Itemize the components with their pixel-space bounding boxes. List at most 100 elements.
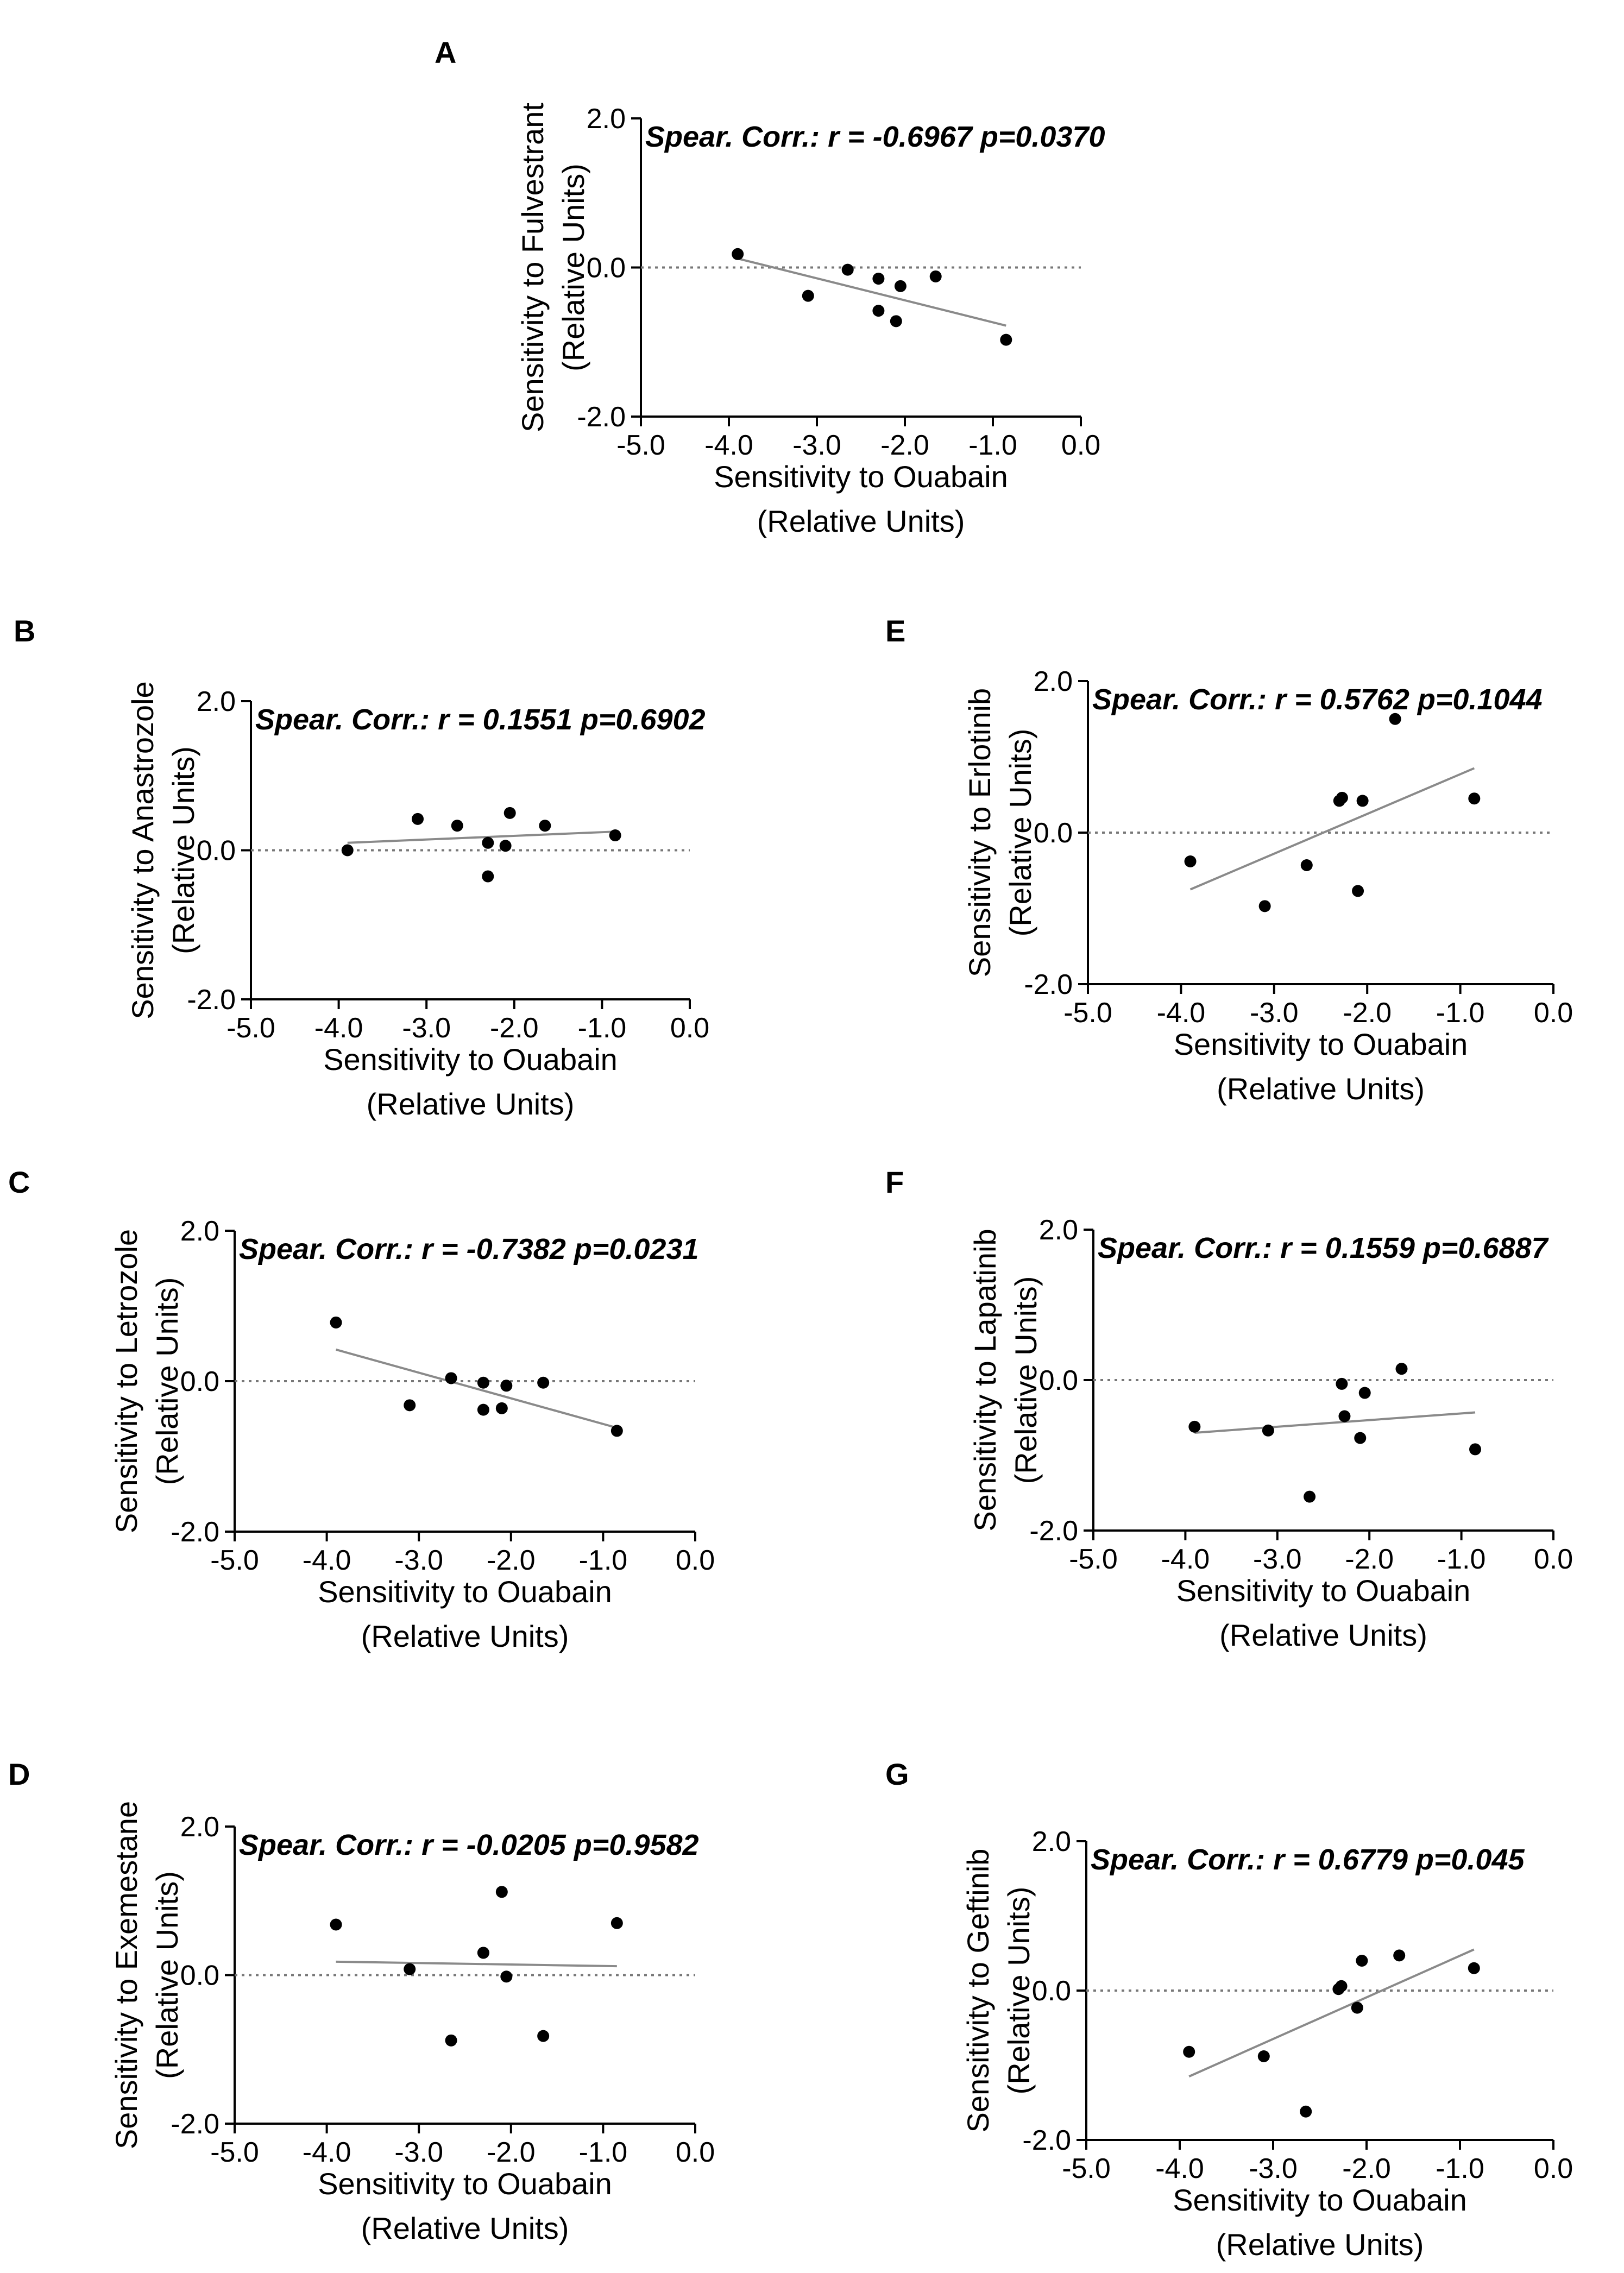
- panel-d: D -5.0 -4.0 -3.0 -2.0 -1.0 0.0 2.0 0.0 -2.0 Spear.…: [8, 1757, 715, 2245]
- data-point: [610, 1917, 623, 1929]
- x-tick-label: -4.0: [303, 1545, 351, 1576]
- y-tick-label: 0.0: [1039, 1365, 1078, 1396]
- regression-line: [737, 257, 1006, 327]
- y-axis-units: (Relative Units): [1003, 729, 1037, 937]
- data-point: [341, 844, 354, 857]
- x-tick-label: -1.0: [1437, 1544, 1486, 1575]
- x-tick-label: 0.0: [676, 2137, 715, 2168]
- y-tick-label: -2.0: [1024, 969, 1073, 1000]
- y-tick-label: -2.0: [187, 984, 236, 1016]
- x-tick-label: -3.0: [1250, 997, 1299, 1029]
- y-tick-label: 2.0: [197, 686, 236, 717]
- data-point: [1469, 1443, 1482, 1456]
- data-point: [1300, 859, 1313, 871]
- data-point: [894, 280, 907, 292]
- x-axis-units: (Relative Units): [361, 2211, 569, 2245]
- data-point: [477, 1947, 489, 1959]
- y-axis-units: (Relative Units): [1002, 1887, 1036, 2095]
- data-point: [1389, 713, 1401, 725]
- regression-line: [1189, 767, 1475, 891]
- x-tick-label: -2.0: [1345, 1544, 1394, 1575]
- data-point: [445, 2034, 457, 2047]
- y-tick-label: 0.0: [1032, 1975, 1071, 2007]
- x-tick-label: 0.0: [670, 1012, 709, 1044]
- correlation-annotation: Spear. Corr.: r = 0.5762 p=0.1044: [1092, 683, 1543, 716]
- x-tick-label: -4.0: [704, 430, 753, 461]
- data-point: [1000, 333, 1012, 346]
- x-tick-label: -5.0: [616, 430, 665, 461]
- data-point: [404, 1963, 416, 1975]
- y-axis-units: (Relative Units): [150, 1871, 184, 2079]
- data-point: [841, 263, 854, 276]
- data-point: [1304, 1490, 1316, 1503]
- x-tick-label: -2.0: [1342, 2153, 1391, 2184]
- y-tick-label: 0.0: [197, 835, 236, 867]
- correlation-annotation: Spear. Corr.: r = 0.1551 p=0.6902: [255, 703, 706, 736]
- data-point: [445, 1372, 457, 1384]
- data-point: [1258, 900, 1271, 912]
- y-tick-label: 2.0: [587, 103, 626, 135]
- data-point: [610, 1425, 623, 1437]
- x-axis-title: Sensitivity to Ouabain: [714, 459, 1008, 494]
- y-tick-label: -2.0: [1029, 1515, 1078, 1547]
- panel-f: F -5.0 -4.0 -3.0 -2.0 -1.0 0.0 2.0 0.0 -2.0 Spear.…: [885, 1165, 1573, 1652]
- data-point: [477, 1376, 489, 1389]
- data-point: [872, 273, 885, 285]
- data-point: [609, 829, 621, 842]
- x-tick-label: -5.0: [1062, 2153, 1111, 2184]
- data-point: [500, 1970, 513, 1983]
- data-point: [503, 807, 516, 819]
- data-point: [451, 820, 463, 832]
- x-axis-title: Sensitivity to Ouabain: [1173, 2183, 1467, 2217]
- x-tick-label: -3.0: [394, 1545, 443, 1576]
- data-point: [929, 270, 942, 282]
- data-point: [330, 1918, 342, 1931]
- y-axis-title: Sensitivity to Geftinib: [961, 1849, 995, 2133]
- y-tick-label: 0.0: [587, 253, 626, 284]
- y-axis-units: (Relative Units): [1009, 1276, 1043, 1484]
- panel-g: G -5.0 -4.0 -3.0 -2.0 -1.0 0.0 2.0 0.0 -2.0 Spear.…: [885, 1757, 1573, 2262]
- x-axis-title: Sensitivity to Ouabain: [323, 1042, 618, 1076]
- data-point: [499, 840, 512, 852]
- x-tick-label: -2.0: [490, 1012, 539, 1044]
- x-axis-title: Sensitivity to Ouabain: [1174, 1027, 1468, 1061]
- x-axis-units: (Relative Units): [367, 1087, 575, 1121]
- y-axis-title: Sensitivity to Erlotinib: [962, 688, 997, 977]
- x-tick-label: -5.0: [210, 1545, 259, 1576]
- y-tick-label: 0.0: [1034, 817, 1073, 849]
- correlation-annotation: Spear. Corr.: r = -0.6967 p=0.0370: [645, 121, 1105, 153]
- data-point: [495, 1402, 508, 1414]
- y-tick-label: 2.0: [1032, 1826, 1071, 1858]
- x-tick-label: -4.0: [1157, 997, 1206, 1029]
- data-point: [890, 315, 902, 328]
- x-tick-label: 0.0: [1534, 1544, 1573, 1575]
- y-tick-label: 2.0: [180, 1216, 219, 1247]
- y-tick-label: 2.0: [1039, 1214, 1078, 1246]
- data-point: [500, 1380, 513, 1392]
- panel-e: E -5.0 -4.0 -3.0 -2.0 -1.0 0.0 2.0 0.0 -2.0 Spear.…: [885, 614, 1573, 1106]
- data-point: [1358, 1387, 1371, 1399]
- x-axis-title: Sensitivity to Ouabain: [318, 2167, 612, 2201]
- correlation-annotation: Spear. Corr.: r = -0.7382 p=0.0231: [239, 1233, 699, 1265]
- data-point: [1352, 885, 1364, 897]
- x-tick-label: 0.0: [676, 1545, 715, 1576]
- data-point: [1468, 1962, 1480, 1974]
- x-tick-label: -2.0: [487, 1545, 536, 1576]
- data-point: [1188, 1420, 1201, 1433]
- x-tick-label: -3.0: [402, 1012, 451, 1044]
- x-axis-title: Sensitivity to Ouabain: [1176, 1573, 1471, 1608]
- data-point: [404, 1399, 416, 1412]
- y-axis-title: Sensitivity to Anastrozole: [125, 681, 160, 1019]
- panel-letter: D: [8, 1757, 30, 1791]
- panel-c: C -5.0 -4.0 -3.0 -2.0 -1.0 0.0 2.0 0.0 -2.0 Spear.…: [8, 1165, 715, 1653]
- y-tick-label: 2.0: [1034, 666, 1073, 697]
- panel-letter: A: [435, 35, 456, 70]
- panel-a: A -5.0 -4.0 -3.0 -2.0 -1.0 0.0 2.0 0.0 -2.0 Spear.…: [435, 35, 1105, 538]
- x-tick-label: -1.0: [1436, 2153, 1484, 2184]
- x-tick-label: -3.0: [1253, 1544, 1302, 1575]
- data-point: [1257, 2050, 1270, 2062]
- data-point: [1336, 791, 1348, 804]
- x-axis-units: (Relative Units): [361, 1619, 569, 1653]
- x-tick-label: -1.0: [579, 2137, 628, 2168]
- y-tick-label: 0.0: [180, 1960, 219, 1992]
